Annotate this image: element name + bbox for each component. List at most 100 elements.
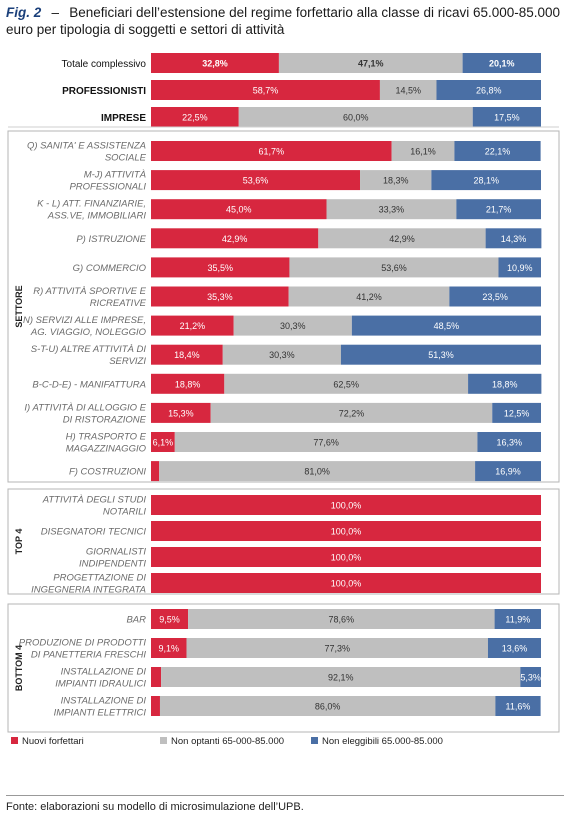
data-label-n-servizi-alle-imprese-ag-viaggio-noleggio-non-optanti-65-000-85-000: 30,3% [280, 321, 306, 331]
bar-bar-non-eleggibili-65-000-85-000 [494, 609, 541, 629]
data-label-r-attivita-sportive-e-ricreative-non-optanti-65-000-85-000: 41,2% [356, 292, 382, 302]
bar-n-servizi-alle-imprese-ag-viaggio-noleggio-non-optanti-65-000-85-000 [233, 315, 352, 336]
data-label-q-sanita-e-assistenza-sociale-non-eleggibili-65-000-85-000: 22,1% [485, 147, 511, 157]
data-label-imprese-non-eleggibili-65-000-85-000: 17,5% [494, 113, 520, 123]
bar-i-attivita-di-alloggio-e-di-ristorazione-nuovi-forfettari [151, 402, 211, 423]
bar-bar-nuovi-forfettari [151, 609, 189, 629]
data-label-k-l-att-finanziarie-ass-ve-immobiliari-non-eleggibili-65-000-85-000: 21,7% [486, 205, 512, 215]
data-label-b-c-d-e-manifattura-non-optanti-65-000-85-000: 62,5% [333, 379, 359, 389]
data-label-installazione-di-impianti-elettrici-non-optanti-65-000-85-000: 86,0% [315, 702, 341, 712]
bar-produzione-di-prodotti-di-panetteria-freschi-non-eleggibili-65-000-85-000 [487, 638, 541, 658]
figure-title-text: Beneficiari dell’estensione del regime f… [6, 5, 561, 37]
bar-m-j-attivita-professionali-nuovi-forfettari [151, 170, 361, 191]
legend-swatch-non-optanti-65-000-85-000 [160, 737, 167, 744]
category-label-professionisti: PROFESSIONISTI [62, 86, 146, 97]
data-label-i-attivita-di-alloggio-e-di-ristorazione-nuovi-forfettari: 15,3% [168, 408, 194, 418]
legend-label-non-optanti-65-000-85-000: Non optanti 65-000-85.000 [171, 736, 284, 747]
source-divider [6, 795, 564, 796]
category-label-k-l-att-finanziarie-ass-ve-immobiliari: K - L) ATT. FINANZIARIE, ASS.VE, IMMOBILI… [37, 199, 146, 222]
data-label-g-commercio-non-optanti-65-000-85-000: 53,6% [381, 263, 407, 273]
data-label-q-sanita-e-assistenza-sociale-nuovi-forfettari: 61,7% [259, 147, 285, 157]
bar-professionisti-nuovi-forfettari [151, 80, 380, 100]
bar-m-j-attivita-professionali-non-eleggibili-65-000-85-000 [431, 170, 541, 191]
data-label-k-l-att-finanziarie-ass-ve-immobiliari-nuovi-forfettari: 45,0% [226, 205, 252, 215]
bar-produzione-di-prodotti-di-panetteria-freschi-nuovi-forfettari [151, 638, 187, 658]
group-label-settore: SETTORE [14, 285, 24, 327]
bar-m-j-attivita-professionali-non-optanti-65-000-85-000 [360, 170, 432, 191]
bar-f-costruzioni-nuovi-forfettari [151, 461, 160, 482]
bar-disegnatori-tecnici-nuovi-forfettari [151, 521, 541, 541]
title-dash: – [51, 5, 60, 20]
data-label-s-t-u-altre-attivita-di-servizi-nuovi-forfettari: 18,4% [174, 350, 200, 360]
data-label-s-t-u-altre-attivita-di-servizi-non-optanti-65-000-85-000: 30,3% [269, 350, 295, 360]
data-label-p-istruzione-non-optanti-65-000-85-000: 42,9% [389, 234, 415, 244]
data-label-attivita-degli-studi-notarili-nuovi-forfettari: 100,0% [331, 501, 362, 511]
bar-i-attivita-di-alloggio-e-di-ristorazione-non-eleggibili-65-000-85-000 [492, 402, 541, 423]
category-label-s-t-u-altre-attivita-di-servizi: S-T-U) ALTRE ATTIVITÀ DI SERVIZI [31, 344, 147, 367]
legend-label-nuovi-forfettari: Nuovi forfettari [22, 736, 84, 747]
category-label-totale-complessivo: Totale complessivo [62, 59, 147, 70]
bar-r-attivita-sportive-e-ricreative-non-optanti-65-000-85-000 [288, 286, 450, 307]
category-label-g-commercio: G) COMMERCIO [73, 263, 147, 274]
legend-swatch-non-eleggibili-65-000-85-000 [311, 737, 318, 744]
category-label-attivita-degli-studi-notarili: ATTIVITÀ DEGLI STUDI NOTARILI [42, 495, 147, 518]
bar-i-attivita-di-alloggio-e-di-ristorazione-non-optanti-65-000-85-000 [210, 402, 493, 423]
group-box-settore [7, 130, 560, 483]
figure-number: Fig. 2 [6, 5, 42, 20]
category-label-progettazione-di-ingegneria-integrata: PROGETTAZIONE DI INGEGNERIA INTEGRATA [31, 573, 146, 596]
category-label-i-attivita-di-alloggio-e-di-ristorazione: I) ATTIVITÀ DI ALLOGGIO E DI RISTORAZIONE [24, 402, 146, 425]
group-label-bottom-4: BOTTOM 4 [14, 645, 24, 691]
bar-imprese-non-optanti-65-000-85-000 [238, 107, 473, 127]
data-label-m-j-attivita-professionali-non-eleggibili-65-000-85-000: 28,1% [473, 176, 499, 186]
bar-professionisti-non-optanti-65-000-85-000 [379, 80, 437, 100]
source-note: Fonte: elaborazioni su modello di micros… [6, 801, 304, 813]
group-label-top-4: TOP 4 [14, 529, 24, 555]
legend-label-non-eleggibili-65-000-85-000: Non eleggibili 65.000-85.000 [322, 736, 443, 747]
bar-installazione-di-impianti-idraulici-non-eleggibili-65-000-85-000 [520, 667, 541, 687]
data-label-installazione-di-impianti-idraulici-non-optanti-65-000-85-000: 92,1% [328, 673, 354, 683]
data-label-i-attivita-di-alloggio-e-di-ristorazione-non-eleggibili-65-000-85-000: 12,5% [504, 408, 530, 418]
bar-installazione-di-impianti-elettrici-non-optanti-65-000-85-000 [159, 696, 496, 716]
data-label-i-attivita-di-alloggio-e-di-ristorazione-non-optanti-65-000-85-000: 72,2% [339, 408, 365, 418]
bar-totale-complessivo-nuovi-forfettari [151, 53, 279, 73]
bar-h-trasporto-e-magazzinaggio-non-eleggibili-65-000-85-000 [477, 432, 541, 452]
bar-n-servizi-alle-imprese-ag-viaggio-noleggio-non-eleggibili-65-000-85-000 [351, 315, 541, 336]
data-label-disegnatori-tecnici-nuovi-forfettari: 100,0% [331, 527, 362, 537]
figure-title: Fig. 2– Beneficiari dell’estensione del r… [6, 4, 562, 38]
bar-f-costruzioni-non-optanti-65-000-85-000 [159, 461, 476, 482]
data-label-bar-non-eleggibili-65-000-85-000: 11,9% [505, 615, 530, 625]
bar-h-trasporto-e-magazzinaggio-nuovi-forfettari [151, 432, 175, 452]
bar-b-c-d-e-manifattura-non-eleggibili-65-000-85-000 [468, 373, 542, 394]
bar-installazione-di-impianti-idraulici-nuovi-forfettari [151, 667, 162, 687]
data-label-f-costruzioni-non-eleggibili-65-000-85-000: 16,9% [495, 467, 521, 477]
bar-giornalisti-indipendenti-nuovi-forfettari [151, 547, 541, 567]
data-label-n-servizi-alle-imprese-ag-viaggio-noleggio-nuovi-forfettari: 21,2% [180, 321, 206, 331]
data-label-giornalisti-indipendenti-nuovi-forfettari: 100,0% [331, 553, 362, 563]
data-label-m-j-attivita-professionali-non-optanti-65-000-85-000: 18,3% [383, 176, 409, 186]
bar-g-commercio-nuovi-forfettari [151, 257, 290, 278]
bar-progettazione-di-ingegneria-integrata-nuovi-forfettari [151, 573, 541, 593]
bar-attivita-degli-studi-notarili-nuovi-forfettari [151, 495, 541, 515]
category-label-p-istruzione: P) ISTRUZIONE [76, 234, 146, 245]
legend-swatch-nuovi-forfettari [11, 737, 18, 744]
bar-f-costruzioni-non-eleggibili-65-000-85-000 [475, 461, 541, 482]
category-label-n-servizi-alle-imprese-ag-viaggio-noleggio: N) SERVIZI ALLE IMPRESE, AG. VIAGGIO, NOL… [23, 315, 147, 338]
category-label-produzione-di-prodotti-di-panetteria-freschi: PRODUZIONE DI PRODOTTI DI PANETTERIA FRES… [19, 638, 147, 661]
data-label-totale-complessivo-nuovi-forfettari: 32,8% [202, 59, 228, 69]
bar-imprese-nuovi-forfettari [151, 107, 239, 127]
data-label-m-j-attivita-professionali-nuovi-forfettari: 53,6% [243, 176, 269, 186]
category-label-r-attivita-sportive-e-ricreative: R) ATTIVITÀ SPORTIVE E RICREATIVE [33, 286, 146, 309]
category-label-q-sanita-e-assistenza-sociale: Q) SANITA' E ASSISTENZA SOCIALE [27, 141, 147, 164]
data-label-h-trasporto-e-magazzinaggio-non-optanti-65-000-85-000: 77,6% [313, 438, 339, 448]
category-label-disegnatori-tecnici: DISEGNATORI TECNICI [41, 527, 147, 538]
group-box-top-4 [7, 488, 560, 595]
data-label-professionisti-nuovi-forfettari: 58,7% [253, 86, 279, 96]
bar-s-t-u-altre-attivita-di-servizi-non-eleggibili-65-000-85-000 [340, 344, 541, 365]
bar-bar-non-optanti-65-000-85-000 [188, 609, 495, 629]
data-label-h-trasporto-e-magazzinaggio-nuovi-forfettari: 6,1% [153, 438, 174, 448]
bar-p-istruzione-non-eleggibili-65-000-85-000 [485, 228, 542, 249]
bar-p-istruzione-non-optanti-65-000-85-000 [318, 228, 486, 249]
data-label-f-costruzioni-non-optanti-65-000-85-000: 81,0% [304, 467, 330, 477]
bar-b-c-d-e-manifattura-nuovi-forfettari [151, 373, 225, 394]
bar-totale-complessivo-non-optanti-65-000-85-000 [278, 53, 463, 73]
